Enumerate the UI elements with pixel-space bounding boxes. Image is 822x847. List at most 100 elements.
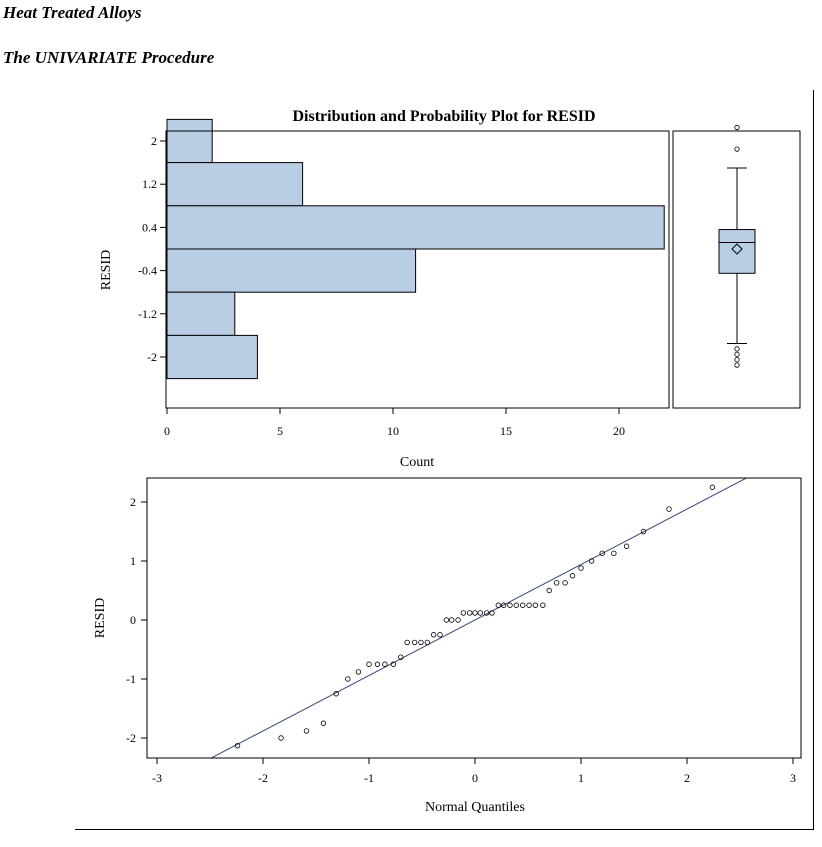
qq-point <box>483 610 490 616</box>
qq-point <box>355 669 362 675</box>
histogram-y-tick-label: 1.2 <box>142 177 157 191</box>
qq-point <box>553 580 560 586</box>
qq-point <box>472 610 478 616</box>
histogram-bar <box>166 248 417 293</box>
qq-point <box>546 587 552 594</box>
histogram-y-tick-label: -0.4 <box>138 264 157 278</box>
qq-point <box>709 484 716 490</box>
qq-point <box>430 632 437 638</box>
qq-point <box>418 639 424 646</box>
qq-point <box>320 720 327 726</box>
qq-point <box>455 617 461 623</box>
qq-x-axis-label: Normal Quantiles <box>425 800 525 815</box>
histogram-y-tick-label: -2 <box>147 350 157 364</box>
histogram-x-axis-label: Count <box>400 455 434 470</box>
histogram-x-tick-label: 10 <box>387 424 399 438</box>
qq-point <box>520 602 526 608</box>
qq-point <box>623 543 630 549</box>
qq-point <box>569 573 576 579</box>
qq-point <box>234 742 241 749</box>
qq-point <box>443 617 450 623</box>
qq-point <box>578 565 584 571</box>
box-outlier <box>734 362 740 368</box>
qq-point <box>467 610 473 616</box>
histogram-y-tick-label: 0.4 <box>142 220 157 234</box>
qq-point <box>437 632 443 638</box>
qq-point <box>424 639 430 646</box>
box-mean-marker <box>731 243 743 255</box>
histogram-y-axis-label: RESID <box>99 250 114 290</box>
qq-plot-frame <box>146 477 802 759</box>
qq-point <box>540 602 546 608</box>
qq-point <box>666 506 672 512</box>
frame-right-border <box>813 90 814 830</box>
report-title: Heat Treated Alloys <box>3 3 142 22</box>
frame-bottom-border <box>75 829 814 830</box>
qq-point <box>489 610 495 616</box>
histogram-x-tick-label: 5 <box>277 424 283 438</box>
histogram-bar <box>166 162 304 207</box>
box-plot-frame <box>672 130 801 409</box>
qq-x-tick-label: 1 <box>578 771 584 785</box>
qq-y-tick-label: -2 <box>126 731 136 745</box>
qq-point <box>611 550 617 557</box>
qq-y-tick-label: 2 <box>130 495 136 509</box>
qq-point <box>333 691 339 697</box>
qq-point <box>382 661 388 667</box>
qq-point <box>599 550 605 557</box>
histogram-y-tick-label: 2 <box>151 134 157 148</box>
qq-point <box>460 610 467 616</box>
histogram-x-tick-label: 0 <box>164 424 170 438</box>
box-outlier <box>734 146 740 152</box>
qq-y-tick-label: -1 <box>126 672 136 686</box>
box-plot <box>672 124 801 409</box>
qq-point <box>477 610 483 616</box>
qq-x-tick-label: 2 <box>684 771 690 785</box>
qq-point <box>411 639 418 646</box>
qq-x-tick-label: 0 <box>472 771 478 785</box>
histogram-x-tick-label: 20 <box>613 424 625 438</box>
qq-y-axis-label: RESID <box>93 598 108 638</box>
qq-point <box>588 558 595 564</box>
qq-point <box>303 728 310 734</box>
histogram-bar <box>166 118 213 164</box>
qq-x-tick-label: -1 <box>364 771 374 785</box>
histogram-bar <box>166 334 258 380</box>
qq-point <box>495 602 502 608</box>
qq-plot: -3 -2 -1 0 1 2 3 -2 -1 0 1 2 Normal Quantiles RESI… <box>93 477 802 815</box>
histogram-bar <box>166 205 665 250</box>
qq-point <box>398 654 404 660</box>
qq-point <box>278 735 284 741</box>
qq-y-tick-label: 0 <box>130 613 136 627</box>
qq-point <box>532 602 539 608</box>
qq-point <box>404 639 410 646</box>
histogram-x-tick-label: 15 <box>500 424 512 438</box>
qq-point <box>366 661 372 667</box>
qq-y-tick-label: 1 <box>130 554 136 568</box>
qq-point <box>562 580 568 586</box>
histogram: 2 1.2 0.4 -0.4 -1.2 -2 0 5 10 15 20 Count RESID <box>99 118 670 470</box>
chart-title: Distribution and Probability Plot for RE… <box>292 108 595 125</box>
procedure-title: The UNIVARIATE Procedure <box>3 48 215 67</box>
box-outlier <box>734 357 740 363</box>
box-iqr <box>718 229 756 274</box>
qq-x-tick-label: -2 <box>258 771 268 785</box>
histogram-y-tick-label: -1.2 <box>138 307 157 321</box>
qq-point <box>526 602 532 608</box>
histogram-frame <box>165 130 670 409</box>
box-outlier <box>734 124 740 131</box>
qq-point <box>640 528 647 535</box>
qq-point <box>345 676 351 682</box>
qq-point <box>448 617 455 623</box>
qq-reference-line <box>210 478 748 758</box>
histogram-bar <box>166 291 236 336</box>
qq-point <box>374 661 381 667</box>
qq-point <box>390 661 397 667</box>
qq-x-tick-label: -3 <box>152 771 162 785</box>
qq-x-tick-label: 3 <box>790 771 796 785</box>
qq-point <box>507 602 513 608</box>
qq-point <box>500 602 507 608</box>
box-outlier <box>734 346 740 352</box>
box-outlier <box>734 351 740 357</box>
